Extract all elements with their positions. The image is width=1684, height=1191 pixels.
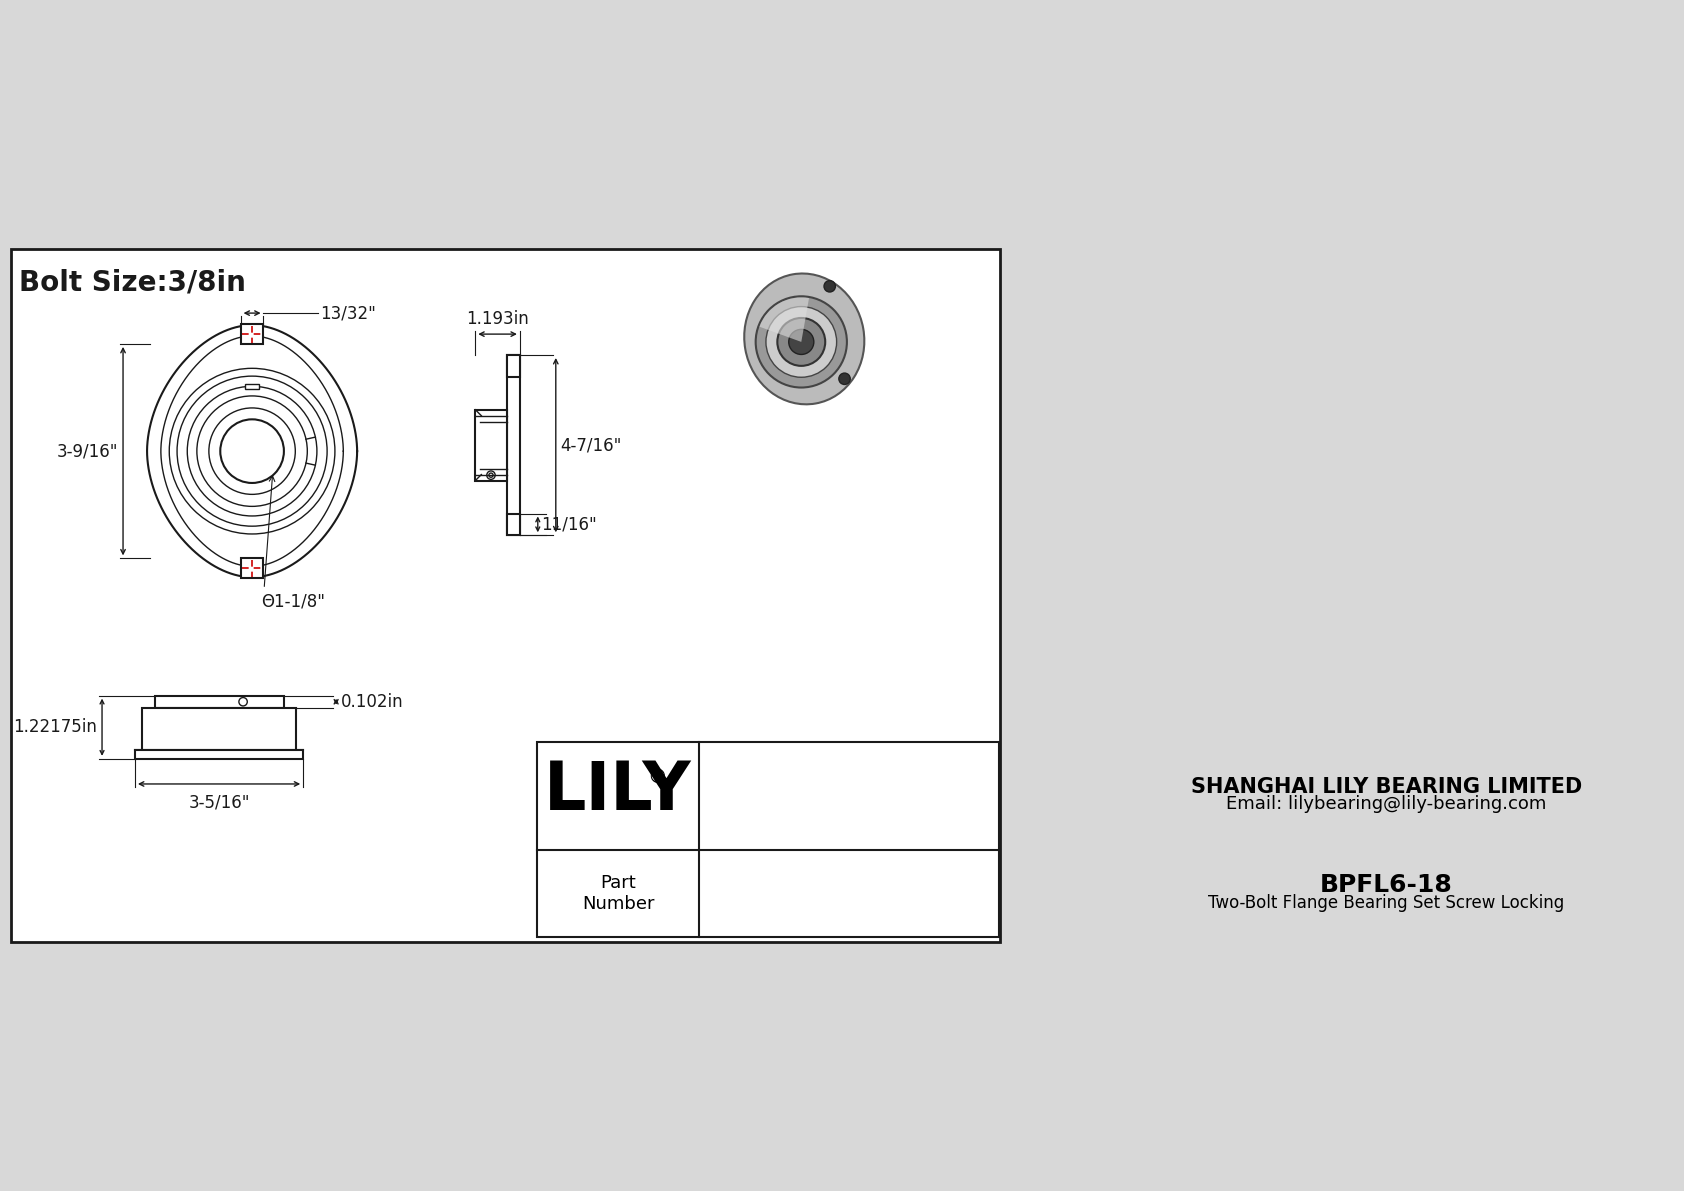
Text: 13/32": 13/32" xyxy=(320,304,377,322)
Text: Bolt Size:3/8in: Bolt Size:3/8in xyxy=(19,268,246,297)
Circle shape xyxy=(788,330,813,355)
Wedge shape xyxy=(759,298,808,342)
Bar xyxy=(507,355,520,535)
Text: 3-5/16": 3-5/16" xyxy=(189,793,249,811)
Bar xyxy=(135,750,303,759)
Text: ®: ® xyxy=(647,768,667,787)
Bar xyxy=(246,384,259,389)
Bar xyxy=(537,742,999,937)
Circle shape xyxy=(756,297,847,387)
Text: Email: lilybearing@lily-bearing.com: Email: lilybearing@lily-bearing.com xyxy=(1226,796,1546,813)
Text: SHANGHAI LILY BEARING LIMITED: SHANGHAI LILY BEARING LIMITED xyxy=(1191,778,1581,798)
Text: 0.102in: 0.102in xyxy=(340,693,404,711)
Circle shape xyxy=(766,306,837,378)
Bar xyxy=(241,324,263,344)
Text: 1.22175in: 1.22175in xyxy=(13,718,98,736)
Text: 11/16": 11/16" xyxy=(541,516,598,534)
Text: Two-Bolt Flange Bearing Set Screw Locking: Two-Bolt Flange Bearing Set Screw Lockin… xyxy=(1207,894,1564,912)
Circle shape xyxy=(778,318,825,366)
Text: 3-9/16": 3-9/16" xyxy=(57,442,118,460)
Text: Part
Number: Part Number xyxy=(581,874,655,912)
Text: 1.193in: 1.193in xyxy=(466,310,529,328)
Bar xyxy=(507,355,520,376)
Text: 4-7/16": 4-7/16" xyxy=(561,436,621,454)
Text: BPFL6-18: BPFL6-18 xyxy=(1320,873,1453,897)
Ellipse shape xyxy=(744,274,864,404)
Bar xyxy=(155,696,283,707)
Circle shape xyxy=(823,281,835,292)
Text: LILY: LILY xyxy=(544,759,692,824)
Bar xyxy=(141,707,296,750)
Bar xyxy=(241,559,263,579)
Text: Θ1-1/8": Θ1-1/8" xyxy=(261,592,325,610)
Bar xyxy=(475,410,507,480)
Circle shape xyxy=(839,373,850,385)
Bar xyxy=(507,513,520,535)
